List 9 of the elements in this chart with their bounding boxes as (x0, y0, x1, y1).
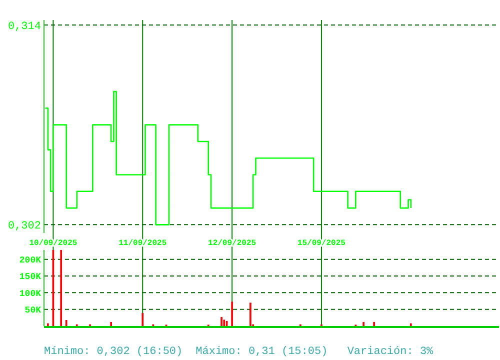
y-tick-label: 0,314 (8, 20, 42, 33)
text: Mínimo: 0,302 (16:50) (44, 346, 183, 358)
y-tick-label: 0,302 (8, 220, 41, 233)
y-tick-label: 200K (19, 255, 42, 266)
y-tick-label: 150K (19, 272, 42, 282)
text: Máximo: 0,31 (15:05) (196, 346, 328, 358)
y-tick-label: 100K (19, 288, 42, 299)
y-tick-label: 50K (24, 305, 42, 316)
text: Variación: 3% (347, 346, 434, 358)
